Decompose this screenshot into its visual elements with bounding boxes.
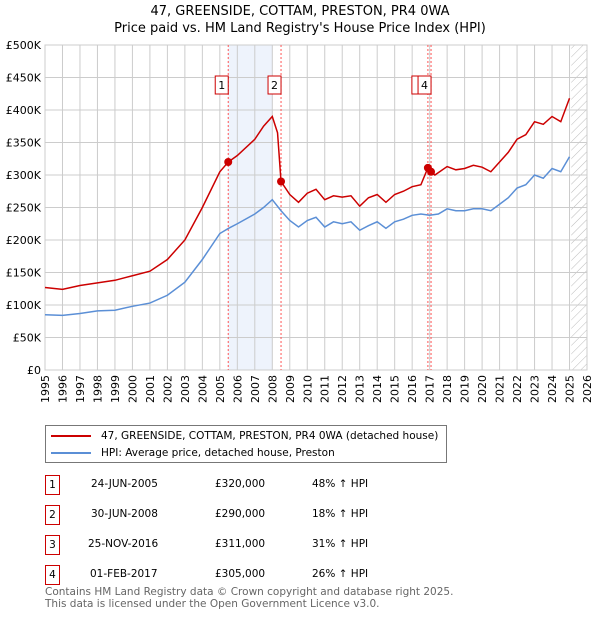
sale-price: £320,000 (215, 478, 266, 490)
x-tick-label: 2026 (581, 375, 594, 403)
sale-price: £305,000 (215, 568, 266, 580)
x-tick-label: 2022 (511, 375, 524, 403)
legend: 47, GREENSIDE, COTTAM, PRESTON, PR4 0WA … (45, 425, 447, 463)
y-tick-label: £300K (6, 169, 42, 182)
x-tick-label: 2020 (476, 375, 489, 403)
sale-hpi: 31% ↑ HPI (312, 538, 369, 550)
sale-price: £290,000 (215, 508, 266, 520)
price-chart: 1995 1996 1997 1998 1999 2000 2001 2002 2003 2004… (6, 39, 594, 403)
footer-line: This data is licensed under the Open Gov… (45, 598, 380, 610)
legend-hpi: HPI: Average price, detached house, Pres… (101, 447, 335, 459)
sale-hpi: 48% ↑ HPI (312, 478, 369, 490)
sale-date: 24-JUN-2005 (91, 478, 158, 490)
x-tick-label: 1999 (109, 375, 122, 403)
y-tick-label: £500K (6, 39, 42, 52)
chart-subtitle: Price paid vs. HM Land Registry's House … (114, 21, 486, 36)
x-tick-label: 2010 (301, 375, 314, 403)
hpi-line-swatch (51, 452, 91, 454)
sale-label: 4 (421, 79, 428, 92)
x-tick-label: 2006 (231, 375, 244, 403)
x-tick-label: 2016 (406, 375, 419, 403)
x-tick-label: 2007 (249, 375, 262, 403)
x-tick-label: 2018 (441, 375, 454, 403)
sale-label: 1 (218, 79, 225, 92)
x-tick-label: 2005 (214, 375, 227, 403)
x-tick-label: 2021 (494, 375, 507, 403)
x-tick-label: 2011 (319, 375, 332, 403)
sale-hpi: 26% ↑ HPI (312, 568, 369, 580)
x-tick-label: 2012 (336, 375, 349, 403)
x-tick-label: 2008 (266, 375, 279, 403)
x-tick-label: 2002 (161, 375, 174, 403)
x-tick-label: 1995 (39, 375, 52, 403)
sale-number: 3 (45, 535, 60, 555)
x-tick-label: 2025 (564, 375, 577, 403)
property-line (44, 98, 571, 291)
x-tick-label: 2004 (196, 375, 209, 403)
property-line-swatch (51, 435, 91, 437)
y-tick-label: £400K (6, 104, 42, 117)
x-tick-label: 2023 (529, 375, 542, 403)
sale-date: 25-NOV-2016 (88, 538, 159, 550)
y-tick-label: £0 (27, 364, 41, 377)
y-tick-label: £100K (6, 299, 42, 312)
x-tick-label: 2024 (546, 375, 559, 403)
x-tick-label: 2014 (371, 375, 384, 403)
sale-point (427, 167, 436, 176)
x-tick-label: 2009 (284, 375, 297, 403)
y-tick-label: £200K (6, 234, 42, 247)
sale-date: 01-FEB-2017 (90, 568, 158, 580)
x-tick-label: 2001 (144, 375, 157, 403)
sale-point (224, 158, 233, 166)
sale-label-box (417, 75, 432, 95)
footer: Contains HM Land Registry data © Crown c… (45, 586, 453, 610)
x-tick-label: 2000 (126, 375, 139, 403)
sale-label-box (267, 75, 282, 95)
sale-point (277, 177, 286, 186)
chart-title: 47, GREENSIDE, COTTAM, PRESTON, PR4 0WA (150, 4, 450, 19)
sale-label: 2 (271, 79, 278, 92)
y-tick-label: £50K (13, 332, 42, 345)
x-tick-label: 1996 (56, 375, 69, 403)
y-tick-label: £450K (6, 72, 42, 85)
sale-date: 30-JUN-2008 (91, 508, 158, 520)
y-tick-label: £350K (6, 137, 42, 150)
x-tick-label: 1998 (91, 375, 104, 403)
sale-label-box (214, 75, 229, 95)
x-tick-label: 1997 (74, 375, 87, 403)
y-tick-label: £250K (6, 202, 42, 215)
x-tick-label: 2015 (389, 375, 402, 403)
legend-property: 47, GREENSIDE, COTTAM, PRESTON, PR4 0WA … (101, 430, 439, 442)
footer-line: Contains HM Land Registry data © Crown c… (45, 586, 454, 598)
x-tick-label: 2013 (354, 375, 367, 403)
y-tick-label: £150K (6, 267, 42, 280)
sale-price: £311,000 (215, 538, 266, 550)
sale-number: 4 (45, 565, 60, 585)
x-tick-label: 2003 (179, 375, 192, 403)
sale-hpi: 18% ↑ HPI (312, 508, 369, 520)
sale-number: 2 (45, 505, 60, 525)
hpi-line (44, 156, 571, 317)
plot-border (44, 44, 588, 371)
x-tick-label: 2019 (459, 375, 472, 403)
x-tick-label: 2017 (424, 375, 437, 403)
sale-number: 1 (45, 475, 60, 495)
